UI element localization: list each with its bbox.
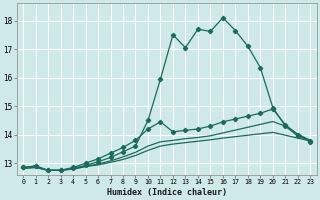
X-axis label: Humidex (Indice chaleur): Humidex (Indice chaleur) [107, 188, 227, 197]
